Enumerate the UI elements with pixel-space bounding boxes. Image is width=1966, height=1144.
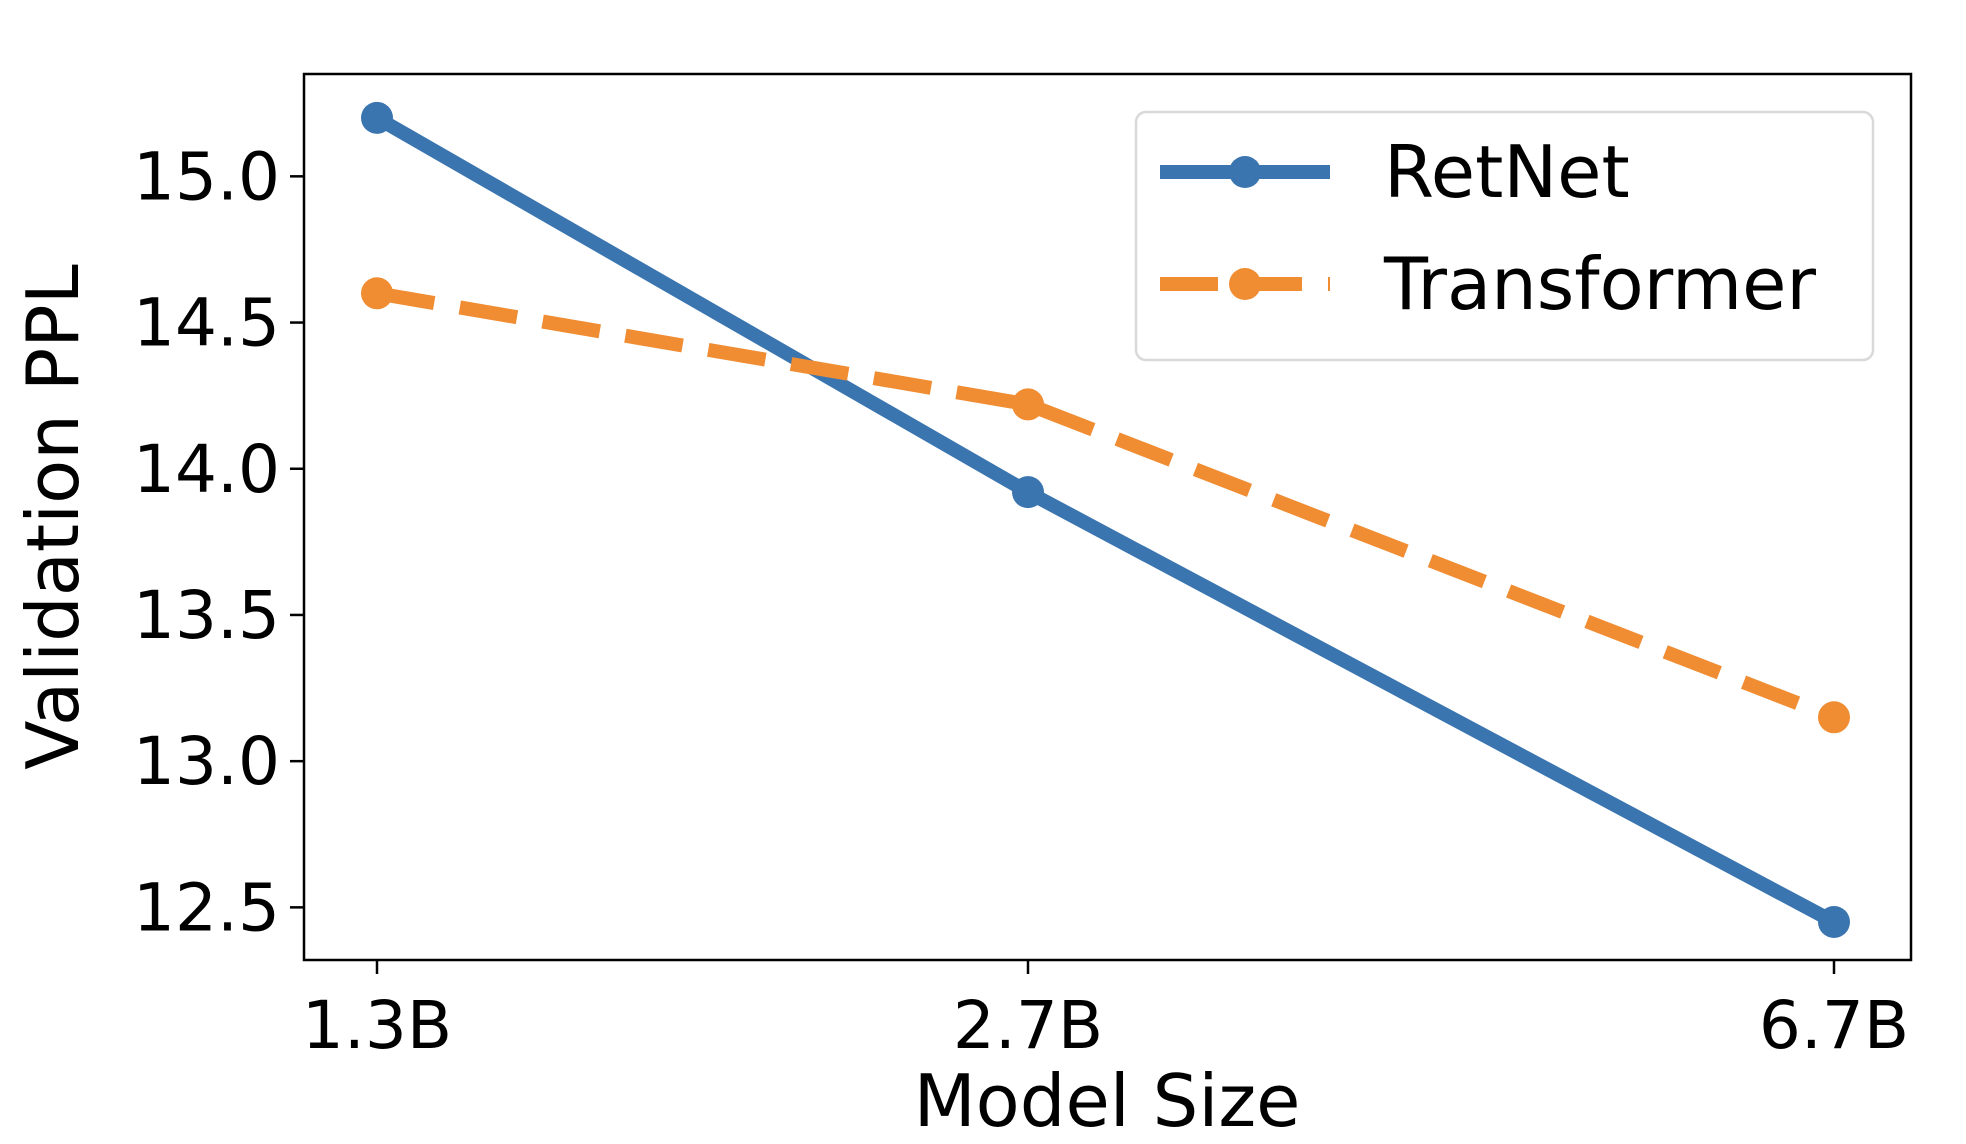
y-tick-label: 13.0 (133, 723, 280, 800)
legend-items: RetNet Transformer (1160, 130, 1816, 326)
series-transformer (361, 277, 1850, 734)
y-axis-label: Validation PPL (11, 264, 95, 769)
x-axis: 1.3B 2.7B 6.7B (302, 960, 1909, 1064)
legend-marker (1229, 156, 1261, 188)
series-layer (361, 101, 1850, 938)
legend-marker (1229, 268, 1261, 300)
y-axis: 12.5 13.0 13.5 14.0 14.5 15.0 (133, 138, 304, 946)
legend-item-transformer: Transformer (1160, 242, 1816, 326)
legend-label: Transformer (1383, 242, 1816, 326)
series-line (375, 286, 1837, 724)
legend-label: RetNet (1384, 130, 1630, 214)
x-tick-label: 2.7B (953, 987, 1103, 1064)
y-tick-label: 13.5 (133, 577, 280, 654)
plot-area-frame (302, 72, 1913, 962)
data-point (361, 277, 393, 310)
y-tick-label: 14.0 (133, 431, 280, 508)
data-point (1012, 476, 1044, 509)
x-axis-label: Model Size (914, 1059, 1301, 1143)
legend: RetNet Transformer (1134, 110, 1875, 362)
y-tick-label: 12.5 (133, 869, 280, 946)
x-tick-label: 1.3B (302, 987, 452, 1064)
x-tick-label: 6.7B (1759, 987, 1909, 1064)
y-tick-label: 15.0 (133, 138, 280, 215)
data-point (1818, 701, 1850, 734)
data-point (1818, 905, 1850, 938)
legend-item-retnet: RetNet (1160, 130, 1630, 214)
data-point (1012, 388, 1044, 421)
series-retnet (361, 101, 1850, 938)
y-tick-label: 14.5 (133, 285, 280, 362)
data-point (361, 101, 393, 134)
